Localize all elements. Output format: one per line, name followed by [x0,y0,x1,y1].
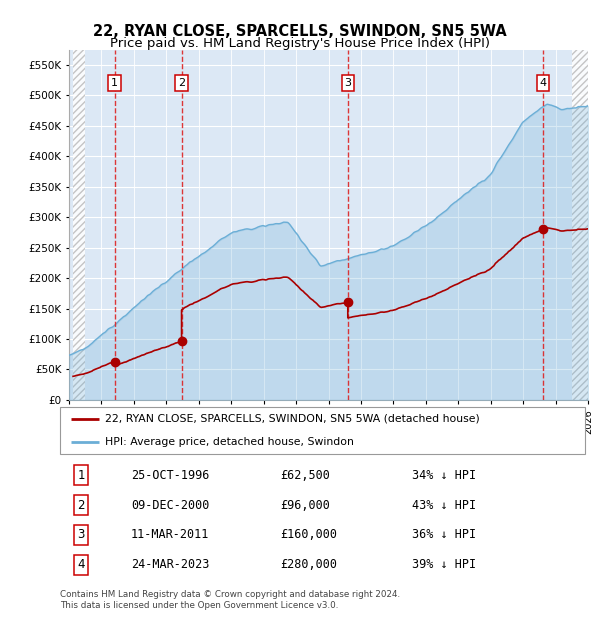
Text: 4: 4 [77,559,85,572]
Text: £96,000: £96,000 [281,498,331,511]
Text: 2: 2 [178,78,185,88]
Text: £280,000: £280,000 [281,559,337,572]
Text: 3: 3 [344,78,352,88]
Text: 25-OCT-1996: 25-OCT-1996 [131,469,209,482]
Text: 43% ↓ HPI: 43% ↓ HPI [412,498,476,511]
Text: 36% ↓ HPI: 36% ↓ HPI [412,528,476,541]
Text: 39% ↓ HPI: 39% ↓ HPI [412,559,476,572]
Text: 11-MAR-2011: 11-MAR-2011 [131,528,209,541]
Text: HPI: Average price, detached house, Swindon: HPI: Average price, detached house, Swin… [104,437,353,447]
Text: 34% ↓ HPI: 34% ↓ HPI [412,469,476,482]
Text: 2: 2 [77,498,85,511]
Text: Price paid vs. HM Land Registry's House Price Index (HPI): Price paid vs. HM Land Registry's House … [110,37,490,50]
Text: 1: 1 [77,469,85,482]
FancyBboxPatch shape [60,407,585,454]
Text: 22, RYAN CLOSE, SPARCELLS, SWINDON, SN5 5WA: 22, RYAN CLOSE, SPARCELLS, SWINDON, SN5 … [93,24,507,38]
Text: £62,500: £62,500 [281,469,331,482]
Text: Contains HM Land Registry data © Crown copyright and database right 2024.
This d: Contains HM Land Registry data © Crown c… [60,590,400,609]
Bar [73,50,85,400]
Text: 22, RYAN CLOSE, SPARCELLS, SWINDON, SN5 5WA (detached house): 22, RYAN CLOSE, SPARCELLS, SWINDON, SN5 … [104,414,479,424]
Bar [572,50,588,400]
Text: 1: 1 [111,78,118,88]
Text: £160,000: £160,000 [281,528,337,541]
Text: 3: 3 [77,528,85,541]
Text: 24-MAR-2023: 24-MAR-2023 [131,559,209,572]
Text: 4: 4 [539,78,547,88]
Text: 09-DEC-2000: 09-DEC-2000 [131,498,209,511]
